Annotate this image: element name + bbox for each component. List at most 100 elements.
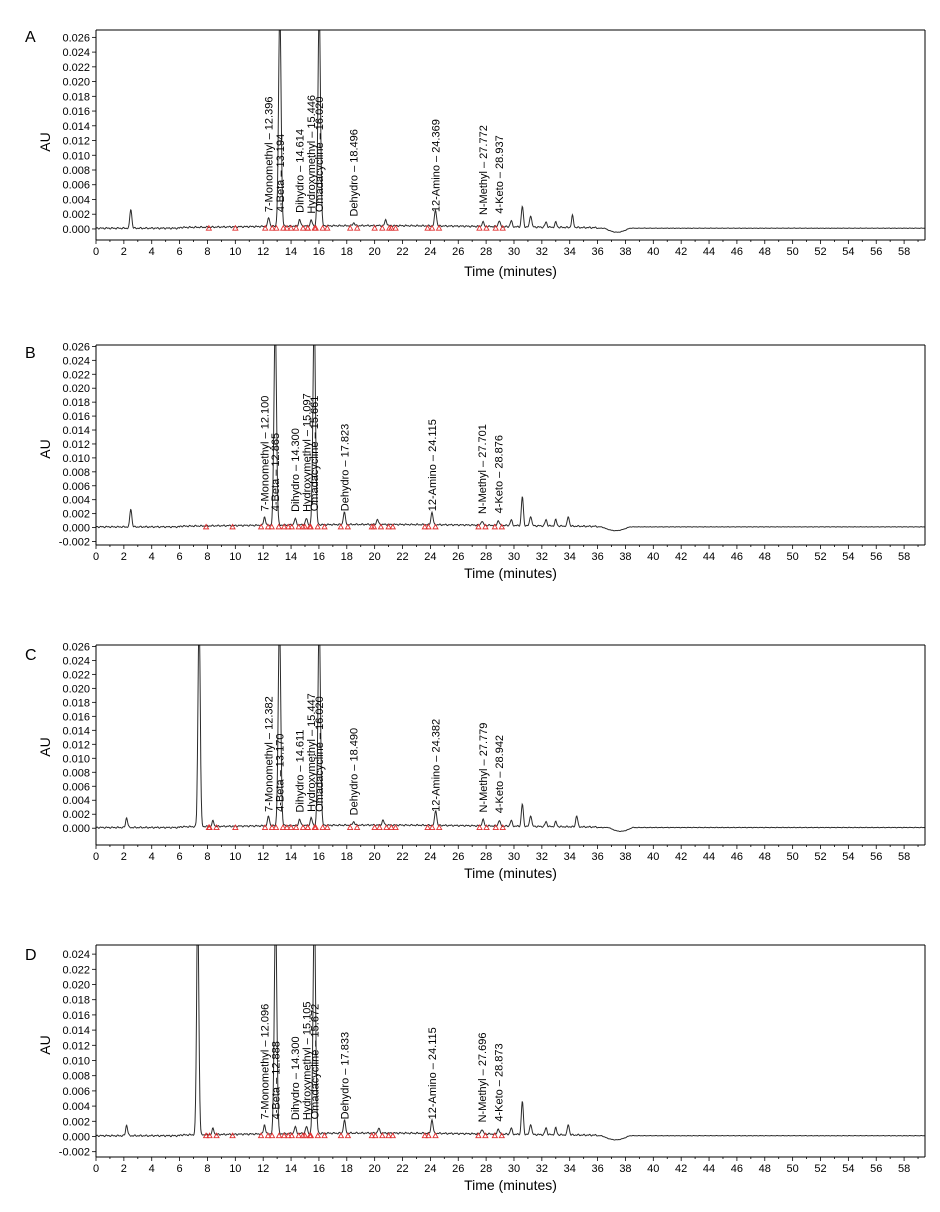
- integration-marker: [285, 1132, 292, 1139]
- x-tick-label: 0: [93, 851, 99, 863]
- x-tick-label: 36: [591, 246, 603, 258]
- y-tick-label: 0.026: [62, 32, 90, 44]
- integration-marker: [280, 224, 287, 231]
- integration-marker: [389, 523, 397, 530]
- peak-label-n-methyl: N-Methyl – 27.701: [477, 424, 489, 514]
- y-tick-label: 0.016: [62, 106, 90, 118]
- y-tick-label: 0.000: [62, 224, 90, 236]
- integration-marker: [295, 1132, 302, 1139]
- integration-marker: [287, 824, 295, 830]
- x-tick-label: 20: [369, 1163, 381, 1175]
- x-axis-title: Time (minutes): [464, 565, 557, 581]
- x-tick-label: 32: [536, 246, 548, 258]
- x-tick-label: 40: [647, 1163, 659, 1175]
- y-tick-label: 0.004: [62, 495, 90, 507]
- x-tick-label: 44: [703, 246, 715, 258]
- integration-marker: [280, 1132, 288, 1139]
- x-tick-label: 16: [313, 551, 325, 563]
- x-tick-label: 24: [424, 246, 436, 258]
- x-tick-label: 44: [703, 851, 715, 863]
- integration-marker: [475, 1132, 482, 1139]
- integration-marker: [483, 824, 490, 830]
- integration-marker: [264, 523, 272, 530]
- peak-label-4-keto: 4-Keto – 28.942: [494, 735, 506, 813]
- integration-marker: [202, 1132, 210, 1139]
- peak-label-4-keto: 4-Keto – 28.873: [493, 1043, 505, 1121]
- peak-label-omadacycline: Omadacycline – 16.020: [314, 696, 326, 812]
- integration-marker: [428, 824, 436, 830]
- peak-label-4-keto: 4-Keto – 28.937: [494, 135, 506, 213]
- integration-marker: [206, 1132, 213, 1139]
- x-tick-label: 22: [396, 851, 408, 863]
- integration-marker: [337, 523, 345, 530]
- panel-label: D: [25, 947, 37, 964]
- integration-marker: [268, 1132, 276, 1139]
- integration-marker: [424, 224, 431, 231]
- integration-marker: [213, 1132, 220, 1139]
- x-tick-label: 40: [647, 551, 659, 563]
- y-tick-label: 0.014: [62, 1025, 90, 1037]
- y-tick-label: 0.020: [62, 383, 90, 395]
- peak-label-4-beta: 4-Beta – 12.865: [270, 433, 282, 511]
- y-tick-label: 0.014: [62, 121, 90, 133]
- x-tick-label: 2: [121, 851, 127, 863]
- x-tick-label: 48: [759, 246, 771, 258]
- integration-marker: [379, 224, 386, 231]
- y-tick-label: 0.018: [62, 995, 90, 1007]
- integration-markers: [205, 824, 506, 830]
- x-tick-label: 20: [369, 551, 381, 563]
- integration-marker: [205, 824, 213, 830]
- y-tick-label: 0.008: [62, 767, 90, 779]
- peak-label-dehydro: Dehydro – 18.496: [349, 129, 361, 216]
- chromatogram-trace: [96, 30, 925, 233]
- x-tick-label: 58: [898, 551, 910, 563]
- x-tick-label: 18: [341, 246, 353, 258]
- integration-marker: [389, 1132, 397, 1139]
- peak-label-hydroxymethyl: Hydroxymethyl – 15.447: [306, 693, 318, 812]
- x-tick-label: 10: [229, 851, 241, 863]
- integration-marker: [435, 224, 443, 231]
- x-tick-label: 50: [787, 1163, 799, 1175]
- y-tick-label: 0.006: [62, 1086, 90, 1098]
- integration-marker: [476, 824, 483, 830]
- x-tick-label: 18: [341, 551, 353, 563]
- x-tick-label: 26: [452, 246, 464, 258]
- integration-marker: [205, 224, 213, 231]
- x-tick-label: 12: [257, 851, 269, 863]
- x-tick-label: 54: [842, 551, 854, 563]
- integration-marker: [268, 824, 276, 830]
- x-tick-label: 46: [731, 246, 743, 258]
- integration-marker: [301, 523, 309, 530]
- integration-marker: [272, 824, 280, 830]
- y-axis-title: AU: [37, 439, 53, 458]
- peak-label-dehydro: Dehydro – 18.490: [349, 728, 361, 815]
- integration-marker: [432, 523, 439, 530]
- x-tick-label: 40: [647, 851, 659, 863]
- x-tick-label: 12: [257, 246, 269, 258]
- x-tick-label: 46: [731, 551, 743, 563]
- x-tick-label: 8: [204, 246, 210, 258]
- x-tick-label: 28: [480, 551, 492, 563]
- x-tick-label: 32: [536, 851, 548, 863]
- x-tick-label: 30: [508, 1163, 520, 1175]
- x-tick-label: 2: [121, 551, 127, 563]
- panel-label: A: [25, 29, 36, 46]
- peak-label-dihydro: Dihydro – 14.300: [290, 1036, 302, 1120]
- integration-marker: [498, 1132, 506, 1139]
- x-tick-label: 6: [177, 551, 183, 563]
- y-tick-label: 0.018: [62, 91, 90, 103]
- integration-marker: [257, 1132, 265, 1139]
- x-axis-title: Time (minutes): [464, 1177, 557, 1193]
- x-tick-label: 22: [396, 246, 408, 258]
- peak-label-4-beta: 4-Beta – 13.170: [274, 734, 286, 812]
- peak-label-7-monomethyl: 7-Monomethyl – 12.382: [264, 696, 276, 812]
- integration-markers: [202, 1132, 506, 1139]
- x-tick-label: 38: [619, 246, 631, 258]
- integration-marker: [304, 224, 312, 231]
- x-tick-label: 22: [396, 1163, 408, 1175]
- y-tick-label: 0.016: [62, 711, 90, 723]
- x-tick-label: 22: [396, 551, 408, 563]
- peak-label-omadacycline: Omadacycline – 16.020: [314, 97, 326, 213]
